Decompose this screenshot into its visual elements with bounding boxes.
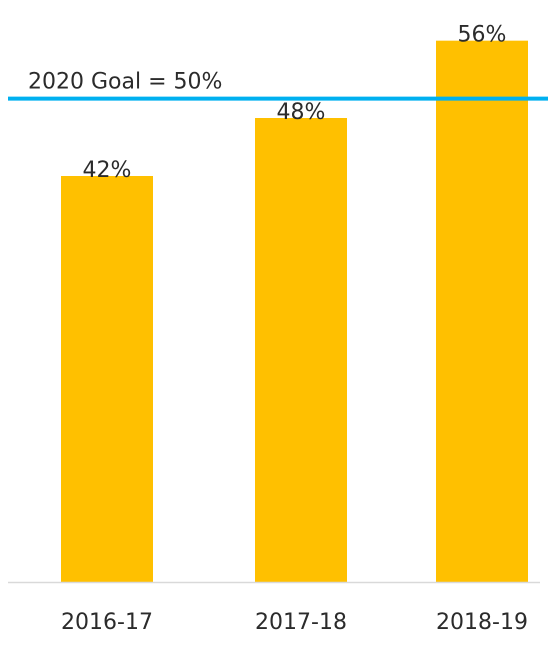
- value-label-2017-18: 48%: [277, 100, 326, 125]
- category-labels-layer: 2016-17 2017-18 2018-19: [61, 610, 528, 635]
- bars-layer: [61, 40, 528, 582]
- value-labels-layer: 42% 48% 56%: [83, 23, 507, 183]
- value-label-2016-17: 42%: [83, 158, 132, 183]
- category-label-2016-17: 2016-17: [61, 610, 153, 635]
- category-label-2017-18: 2017-18: [255, 610, 347, 635]
- bar-2016-17: [61, 176, 153, 582]
- bar-2018-19: [436, 40, 528, 582]
- goal-reference-label: 2020 Goal = 50%: [28, 70, 222, 95]
- category-label-2018-19: 2018-19: [436, 610, 528, 635]
- value-label-2018-19: 56%: [458, 23, 507, 48]
- bar-2017-18: [255, 118, 347, 582]
